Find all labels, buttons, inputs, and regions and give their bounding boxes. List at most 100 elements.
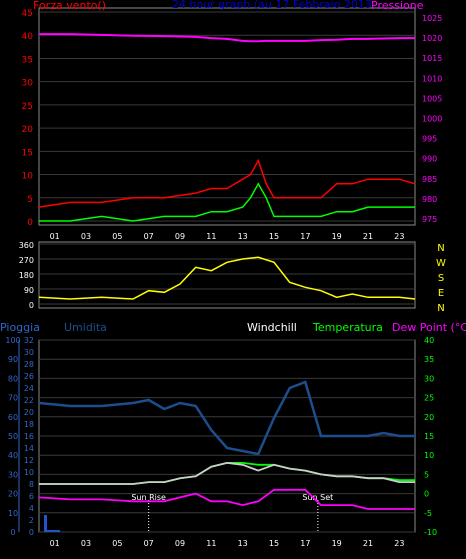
- wind-tick-label: 15: [22, 148, 33, 158]
- rain-tick-label: 100: [5, 336, 20, 345]
- humidity-tick-label: 28: [24, 360, 34, 369]
- hour-tick-label: 01: [50, 539, 60, 548]
- compass-label: N: [437, 303, 444, 314]
- temperature-tick-label: 40: [424, 336, 434, 345]
- pressure-tick-label: 1025: [422, 14, 442, 23]
- sun-events: Sun Rise Sun Set: [131, 493, 333, 532]
- humidity-tick-label: 14: [24, 444, 34, 453]
- series-raffica: [39, 182, 415, 222]
- humidity-tick-label: 16: [24, 432, 34, 441]
- pressure-tick-label: 985: [422, 175, 437, 184]
- humidity-tick-label: 4: [29, 504, 34, 513]
- temperature-tick-label: 0: [424, 490, 429, 499]
- hour-tick-label: 15: [269, 539, 279, 548]
- pressure-tick-label: 1010: [422, 74, 442, 83]
- temperature-tick-label: 25: [424, 394, 434, 403]
- top-panel-right-label: Pressione: [371, 0, 424, 12]
- direction-grid: [39, 243, 415, 305]
- wind-tick-label: 40: [22, 32, 34, 42]
- series-pressione: [39, 33, 415, 43]
- top-series: [38, 33, 416, 222]
- hour-tick-label: 19: [332, 232, 342, 241]
- humidity-tick-label: 26: [24, 372, 34, 381]
- top-panel-frame: [38, 7, 416, 226]
- label-temperature: Temperatura: [312, 321, 383, 334]
- hour-tick-label: 17: [300, 232, 310, 241]
- temperature-tick-label: -5: [424, 509, 432, 518]
- humidity-tick-label: 12: [24, 456, 34, 465]
- rain-tick-label: 80: [8, 374, 18, 383]
- wind-tick-label: 45: [22, 9, 33, 19]
- temperature-tick-label: 10: [424, 451, 434, 460]
- wind-tick-label: 10: [22, 172, 34, 182]
- humidity-tick-label: 10: [24, 468, 34, 477]
- humidity-tick-label: 8: [29, 480, 34, 489]
- hour-tick-label: 13: [238, 232, 248, 241]
- pressure-tick-label: 980: [422, 195, 437, 204]
- direction-tick-label: 180: [19, 271, 34, 280]
- series-umidita: [38, 380, 415, 456]
- hour-tick-label: 21: [363, 232, 373, 241]
- pressure-tick-label: 1000: [422, 115, 442, 124]
- pressure-tick-label: 990: [422, 155, 437, 164]
- temperature-tick-label: 5: [424, 470, 429, 479]
- pressure-tick-label: 975: [422, 215, 437, 224]
- bottom-series: [38, 380, 415, 510]
- hour-tick-label: 07: [144, 539, 154, 548]
- hour-tick-label: 05: [112, 232, 122, 241]
- humidity-tick-label: 22: [24, 396, 34, 405]
- rain-tick-label: 50: [8, 432, 18, 441]
- temperature-tick-label: 35: [424, 355, 434, 364]
- top-grid: [39, 11, 415, 222]
- rain-tick-label: 60: [8, 413, 18, 422]
- compass-label: N: [437, 243, 444, 254]
- temperature-tick-label: -10: [424, 528, 437, 537]
- hour-tick-label: 23: [394, 232, 404, 241]
- rain-tick-label: 20: [8, 490, 18, 499]
- humidity-tick-label: 30: [24, 348, 34, 357]
- rain-tick-label: 0: [10, 528, 15, 537]
- humidity-tick-label: 32: [24, 336, 34, 345]
- direction-ticks: 360 270 180 90 0: [19, 241, 34, 310]
- label-dewpoint: Dew Point (°C): [392, 321, 466, 334]
- top-left-ticks: 45 40 35 30 25 20 15 10 5 0: [22, 9, 34, 228]
- wind-tick-label: 35: [22, 55, 33, 65]
- compass-label: E: [438, 288, 444, 299]
- label-rain: Pioggia: [0, 321, 40, 334]
- humidity-tick-label: 20: [24, 408, 34, 417]
- wind-tick-label: 30: [22, 79, 34, 89]
- label-humidity: Umidita: [64, 321, 107, 334]
- sun-event-label: Sun Set: [302, 493, 333, 502]
- rain-bar: [44, 515, 47, 532]
- series-direction: [38, 256, 416, 300]
- wind-tick-label: 0: [27, 218, 33, 228]
- temperature-tick-label: 20: [424, 413, 434, 422]
- series-dewpointc: [38, 488, 415, 510]
- series-windchill: [39, 461, 415, 485]
- rain-tick-label: 40: [8, 451, 18, 460]
- label-windchill: Windchill: [247, 321, 297, 334]
- direction-tick-label: 0: [29, 301, 34, 310]
- top-x-ticks: 01 03 05 07 09 11 13 15 17 19 21 23: [50, 232, 405, 241]
- humidity-tick-label: 0: [29, 528, 34, 537]
- hour-tick-label: 15: [269, 232, 279, 241]
- wind-tick-label: 25: [22, 102, 33, 112]
- direction-tick-label: 270: [19, 256, 34, 265]
- top-panel-left-label: Forza vento(): [33, 0, 106, 12]
- pressure-tick-label: 1020: [422, 34, 442, 43]
- sun-event-label: Sun Rise: [131, 493, 166, 502]
- hour-tick-label: 11: [206, 232, 216, 241]
- temperature-ticks: 40 35 30 25 20 15 10 5 0 -5 -10: [424, 336, 437, 537]
- compass-label: S: [438, 273, 444, 284]
- top-panel-title: 24 hour graph (au 17 Febbraio 2013: [172, 0, 372, 11]
- direction-series: [38, 256, 416, 300]
- bottom-x-ticks: 01 03 05 07 09 11 13 15 17 19 21 23: [50, 539, 405, 548]
- rain-tick-label: 90: [8, 355, 18, 364]
- hour-tick-label: 19: [332, 539, 342, 548]
- hour-tick-label: 07: [144, 232, 154, 241]
- compass-label: W: [436, 258, 446, 269]
- wind-tick-label: 20: [22, 125, 34, 135]
